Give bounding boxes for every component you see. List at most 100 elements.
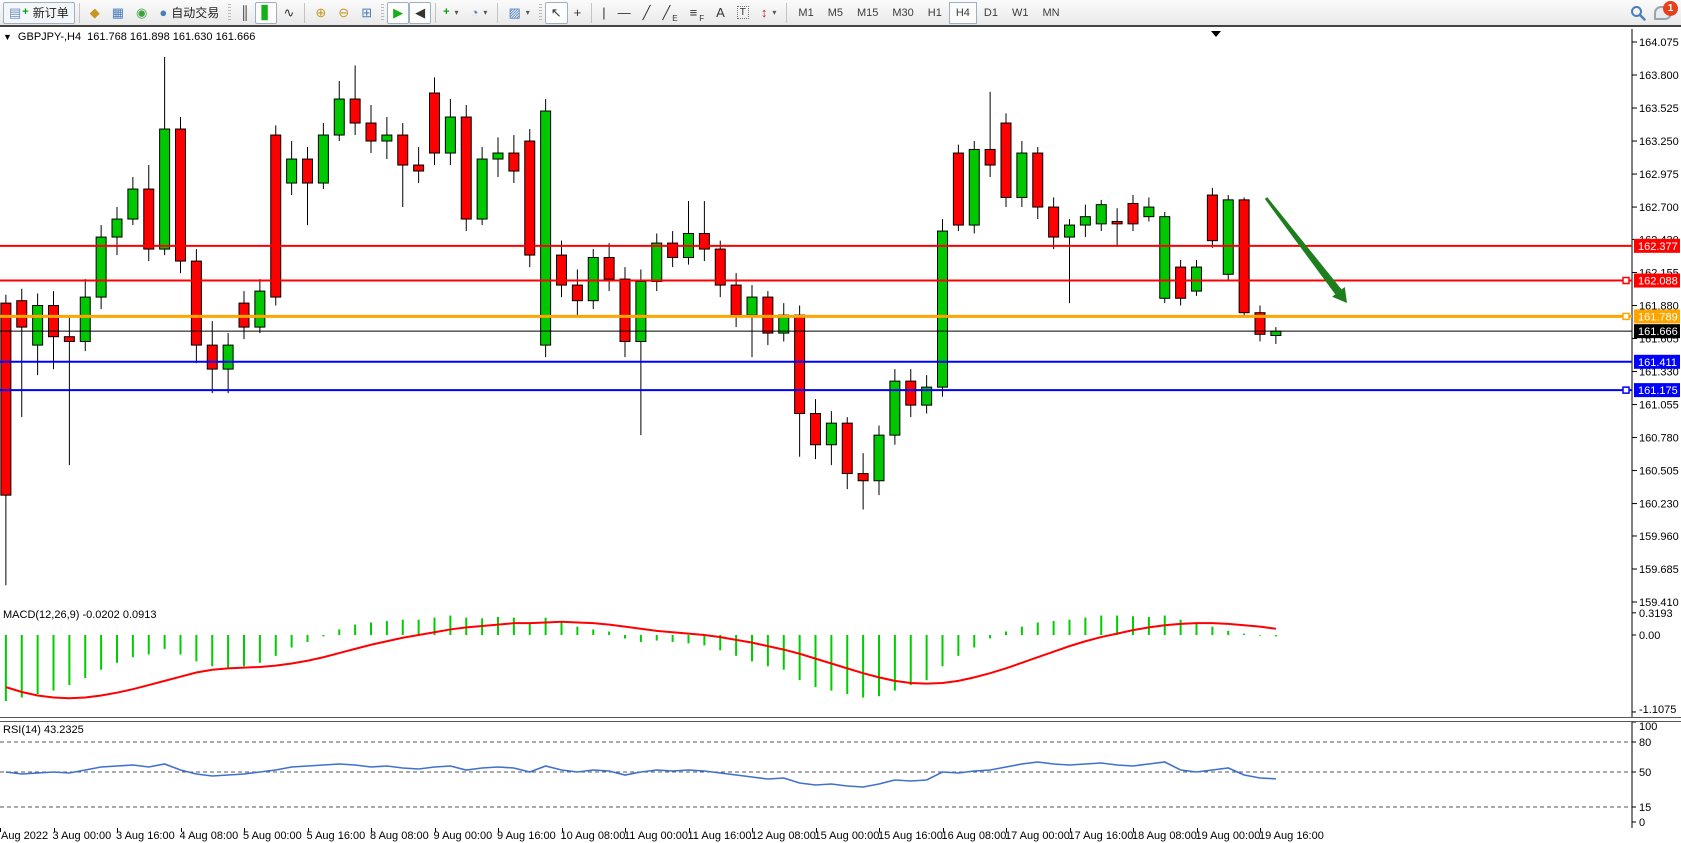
time-label: 8 Aug 08:00 bbox=[370, 830, 429, 842]
timeframe-M15[interactable]: M15 bbox=[856, 6, 879, 19]
arrows-icon: ↕ bbox=[760, 5, 768, 20]
svg-text:0.00: 0.00 bbox=[1639, 630, 1660, 642]
notifications-button[interactable]: 1 bbox=[1654, 0, 1678, 20]
tile-windows-icon: ⊞ bbox=[361, 5, 373, 20]
arrows-tool-button[interactable]: ↕ ▾ bbox=[755, 2, 783, 24]
periods-button[interactable]: ◔ ▾ bbox=[465, 2, 494, 24]
svg-text:15: 15 bbox=[1639, 802, 1651, 814]
toolbar-separator bbox=[304, 2, 306, 23]
zoom-out-icon: ⊖ bbox=[338, 5, 350, 20]
tile-windows-button[interactable]: ⊞ bbox=[355, 2, 378, 24]
main-price-chart[interactable]: 164.075 163.800 163.525 163.250 162.975 162.7… bbox=[0, 29, 1681, 607]
time-tick bbox=[371, 828, 372, 832]
symbol-selector-icon[interactable]: ▼ bbox=[3, 32, 12, 42]
text-label-tool-button[interactable]: T bbox=[731, 2, 755, 24]
svg-text:159.960: 159.960 bbox=[1639, 531, 1679, 543]
time-tick bbox=[53, 828, 55, 832]
vertical-line-tool-button[interactable]: | bbox=[596, 2, 611, 24]
trendline-tool-button[interactable]: ╱ bbox=[637, 2, 657, 24]
text-label-icon: T bbox=[736, 6, 749, 19]
new-order-icon: ▤ bbox=[9, 5, 22, 20]
time-label: 9 Aug 16:00 bbox=[497, 830, 556, 842]
time-label: 4 Aug 08:00 bbox=[179, 830, 239, 842]
crosshair-icon: + bbox=[573, 5, 582, 20]
toolbar-grip bbox=[538, 3, 542, 22]
main-toolbar: ▤ + 新订单 ◆ ▦ ◉ ● 自动交易 ║ ▋ ∿ ⊕ ⊖ ⊞ ▶ ◀ + ▾ ◔… bbox=[0, 0, 1681, 27]
svg-text:160.505: 160.505 bbox=[1639, 466, 1679, 478]
cursor-tool-button[interactable]: ↖ bbox=[544, 1, 568, 24]
time-label: 19 Aug 16:00 bbox=[1259, 830, 1324, 842]
chart-shift-button[interactable]: ◀ bbox=[409, 1, 432, 24]
svg-text:160.780: 160.780 bbox=[1639, 433, 1679, 445]
horizontal-line-tool-button[interactable]: — bbox=[612, 2, 637, 24]
auto-scroll-button[interactable]: ▶ bbox=[387, 1, 410, 24]
timeframe-H1[interactable]: H1 bbox=[927, 6, 942, 19]
toolbar-separator bbox=[78, 2, 80, 23]
toolbar-separator bbox=[591, 2, 593, 23]
svg-text:161.666: 161.666 bbox=[1638, 326, 1678, 338]
timeframe-W1[interactable]: W1 bbox=[1011, 6, 1029, 19]
time-label: 10 Aug 08:00 bbox=[560, 830, 626, 842]
trendline-icon: ╱ bbox=[642, 5, 651, 20]
time-tick bbox=[1133, 828, 1134, 832]
rsi-indicator-panel[interactable]: 100 80 50 15 0 bbox=[0, 722, 1681, 828]
bar-chart-icon: ║ bbox=[240, 5, 250, 20]
svg-text:80: 80 bbox=[1639, 737, 1651, 749]
cursor-icon: ↖ bbox=[550, 5, 562, 20]
time-tick bbox=[752, 828, 753, 832]
text-tool-button[interactable]: A bbox=[710, 2, 731, 24]
time-label: 5 Aug 16:00 bbox=[306, 830, 366, 842]
chart-symbol-period: GBPJPY-,H4 bbox=[17, 31, 82, 43]
panel-separator[interactable] bbox=[0, 717, 1681, 722]
bar-chart-type-button[interactable]: ║ bbox=[234, 2, 255, 24]
zoom-out-button[interactable]: ⊖ bbox=[332, 2, 355, 24]
zoom-in-button[interactable]: ⊕ bbox=[309, 2, 332, 24]
chevron-down-icon: ▾ bbox=[772, 8, 777, 17]
time-label: 5 Aug 00:00 bbox=[243, 830, 302, 842]
svg-text:0.3193: 0.3193 bbox=[1639, 608, 1673, 620]
indicators-button[interactable]: + ▾ bbox=[440, 2, 464, 24]
auto-trading-icon: ● bbox=[159, 5, 168, 20]
time-axis[interactable]: Aug 2022 3 Aug 00:00 3 Aug 16:00 4 Aug 08:0… bbox=[0, 828, 1681, 843]
time-label: 17 Aug 16:00 bbox=[1068, 830, 1134, 842]
crosshair-tool-button[interactable]: + bbox=[568, 2, 588, 24]
time-tick bbox=[1260, 828, 1261, 832]
templates-button[interactable]: ▨ ▾ bbox=[502, 2, 535, 24]
candlestick-type-button[interactable]: ▋ bbox=[255, 1, 278, 24]
timeframe-MN[interactable]: MN bbox=[1042, 6, 1060, 19]
chart-title: ▼ GBPJPY-,H4 161.768 161.898 161.630 161… bbox=[3, 31, 255, 43]
notification-badge: 1 bbox=[1663, 0, 1678, 16]
time-label: 18 Aug 08:00 bbox=[1132, 830, 1197, 842]
search-icon[interactable] bbox=[1630, 5, 1646, 21]
macd-indicator-panel[interactable]: 0.3193 0.00 -1.1075 bbox=[0, 607, 1681, 717]
fibonacci-icon: ≡ bbox=[689, 5, 698, 20]
time-label: 3 Aug 00:00 bbox=[52, 830, 112, 842]
timeframe-M5[interactable]: M5 bbox=[827, 6, 843, 19]
fibonacci-sub-label: F bbox=[699, 13, 705, 23]
chart-window-button[interactable]: ▦ bbox=[106, 2, 130, 24]
line-chart-type-button[interactable]: ∿ bbox=[277, 2, 300, 24]
fibonacci-tool-button[interactable]: ≡ F bbox=[684, 2, 710, 24]
template-icon: ▨ bbox=[508, 5, 521, 20]
market-watch-button[interactable]: ◆ bbox=[84, 2, 106, 24]
svg-text:159.685: 159.685 bbox=[1639, 564, 1679, 576]
svg-text:164.075: 164.075 bbox=[1639, 37, 1679, 49]
timeframe-D1[interactable]: D1 bbox=[983, 6, 998, 19]
svg-text:100: 100 bbox=[1639, 722, 1657, 733]
toolbar-separator bbox=[435, 2, 437, 23]
time-tick bbox=[942, 828, 944, 832]
time-tick bbox=[0, 828, 1, 832]
auto-trading-button[interactable]: ● 自动交易 bbox=[153, 2, 225, 24]
time-tick bbox=[1006, 828, 1007, 832]
channel-tool-button[interactable]: ╱ E bbox=[656, 2, 683, 24]
signals-button[interactable]: ◉ bbox=[130, 2, 153, 24]
time-tick bbox=[307, 828, 309, 832]
new-order-button[interactable]: ▤ + 新订单 bbox=[3, 1, 75, 24]
timeframe-M1[interactable]: M1 bbox=[798, 6, 814, 19]
time-label: 15 Aug 16:00 bbox=[878, 830, 943, 842]
time-tick bbox=[117, 828, 118, 832]
time-tick bbox=[815, 828, 817, 832]
timeframe-H4[interactable]: H4 bbox=[948, 1, 977, 24]
vertical-line-icon: | bbox=[602, 5, 606, 20]
timeframe-M30[interactable]: M30 bbox=[892, 6, 914, 19]
